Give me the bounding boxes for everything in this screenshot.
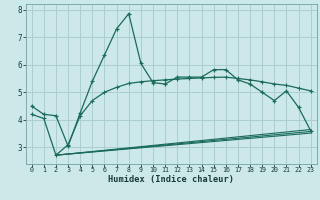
X-axis label: Humidex (Indice chaleur): Humidex (Indice chaleur) [108,175,234,184]
